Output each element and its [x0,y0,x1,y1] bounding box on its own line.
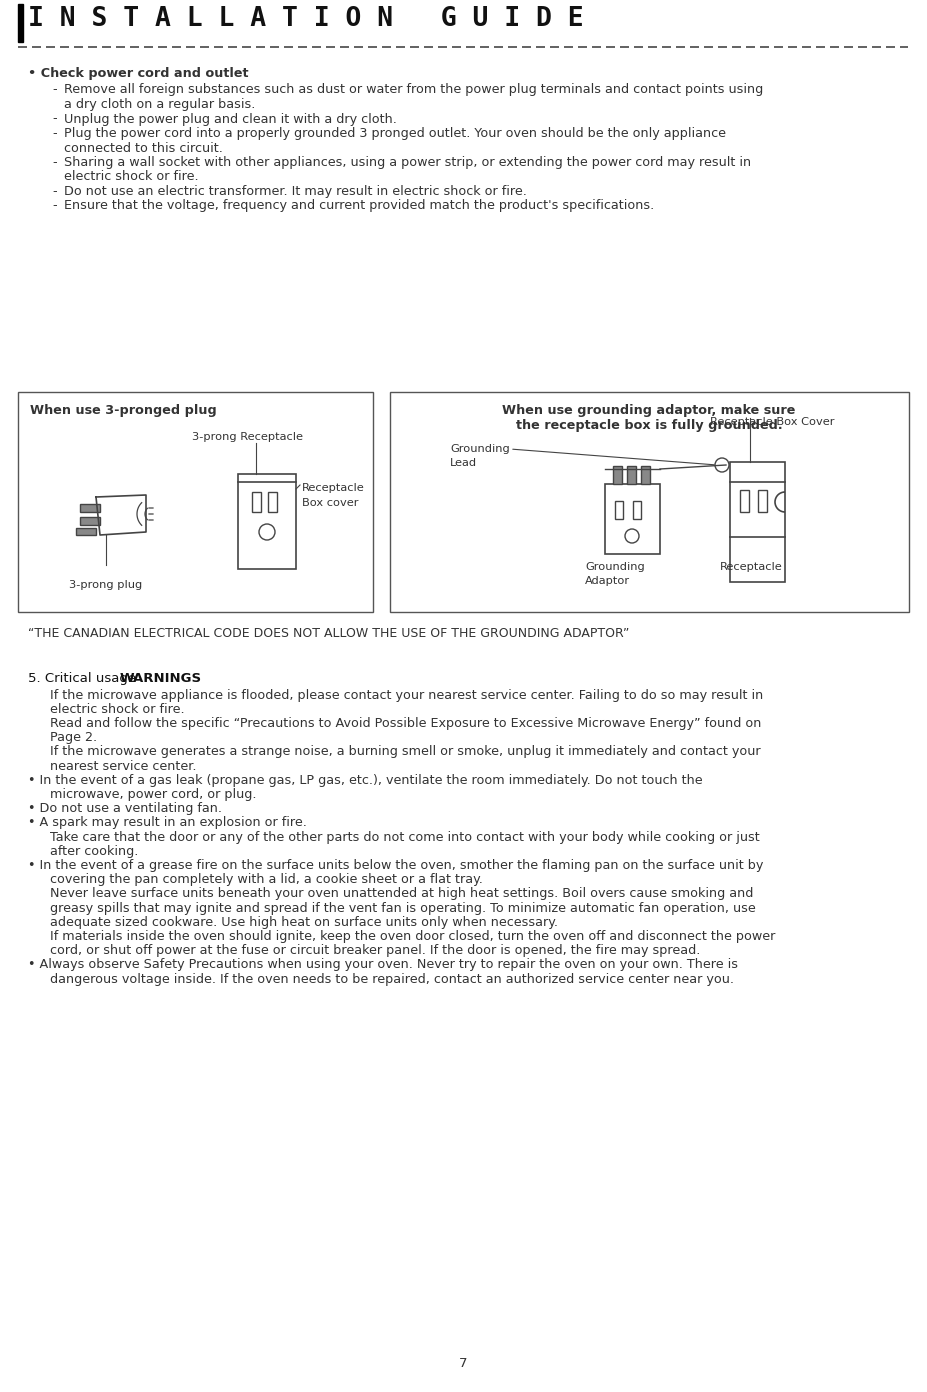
Bar [605,484,660,554]
Bar [740,490,749,512]
Text: Box cover: Box cover [302,497,359,508]
Bar [252,491,261,512]
Text: “THE CANADIAN ELECTRICAL CODE DOES NOT ALLOW THE USE OF THE GROUNDING ADAPTOR”: “THE CANADIAN ELECTRICAL CODE DOES NOT A… [28,626,629,640]
Text: WARNINGS: WARNINGS [120,672,202,685]
Text: after cooking.: after cooking. [50,845,138,857]
Text: nearest service center.: nearest service center. [50,760,197,773]
Text: Remove all foreign substances such as dust or water from the power plug terminal: Remove all foreign substances such as du… [64,84,763,96]
Text: -: - [52,113,57,125]
Text: 5. Critical usage: 5. Critical usage [28,672,140,685]
Text: the receptacle box is fully grounded.: the receptacle box is fully grounded. [515,419,782,432]
Text: Never leave surface units beneath your oven unattended at high heat settings. Bo: Never leave surface units beneath your o… [50,887,754,901]
Text: Read and follow the specific “Precautions to Avoid Possible Exposure to Excessiv: Read and follow the specific “Precaution… [50,717,761,729]
Bar [18,4,23,42]
Text: cord, or shut off power at the fuse or circuit breaker panel. If the door is ope: cord, or shut off power at the fuse or c… [50,944,701,958]
Text: • A spark may result in an explosion or fire.: • A spark may result in an explosion or … [28,816,307,830]
Bar [627,466,636,484]
Text: -: - [52,185,57,198]
Bar [613,466,622,484]
Text: When use 3-pronged plug: When use 3-pronged plug [30,404,217,418]
Text: -: - [52,84,57,96]
Bar [268,491,277,512]
Text: If the microwave appliance is flooded, please contact your nearest service cente: If the microwave appliance is flooded, p… [50,689,763,702]
Text: Page 2.: Page 2. [50,731,97,745]
Bar [18,393,373,612]
Text: • In the event of a gas leak (propane gas, LP gas, etc.), ventilate the room imm: • In the event of a gas leak (propane ga… [28,774,703,786]
Text: Unplug the power plug and clean it with a dry cloth.: Unplug the power plug and clean it with … [64,113,397,125]
Text: -: - [52,127,57,141]
Text: Receptacle Box Cover: Receptacle Box Cover [710,418,834,427]
Bar [238,475,296,569]
Text: -: - [52,199,57,213]
Bar [641,466,650,484]
Text: • Always observe Safety Precautions when using your oven. Never try to repair th: • Always observe Safety Precautions when… [28,958,738,972]
Text: connected to this circuit.: connected to this circuit. [64,142,222,155]
Bar [80,516,100,525]
Text: -: - [52,156,57,168]
Text: Receptacle: Receptacle [302,483,364,493]
Text: If the microwave generates a strange noise, a burning smell or smoke, unplug it : If the microwave generates a strange noi… [50,745,761,759]
Text: electric shock or fire.: electric shock or fire. [64,170,198,184]
Text: microwave, power cord, or plug.: microwave, power cord, or plug. [50,788,257,800]
Text: adequate sized cookware. Use high heat on surface units only when necessary.: adequate sized cookware. Use high heat o… [50,916,558,928]
Circle shape [715,458,729,472]
Text: Take care that the door or any of the other parts do not come into contact with : Take care that the door or any of the ot… [50,831,760,844]
Text: Adaptor: Adaptor [585,576,630,586]
Text: • In the event of a grease fire on the surface units below the oven, smother the: • In the event of a grease fire on the s… [28,859,763,871]
Text: Lead: Lead [450,458,477,469]
Bar [633,501,641,519]
Text: If materials inside the oven should ignite, keep the oven door closed, turn the : If materials inside the oven should igni… [50,930,775,942]
Text: 3-prong plug: 3-prong plug [70,580,143,590]
Text: covering the pan completely with a lid, a cookie sheet or a flat tray.: covering the pan completely with a lid, … [50,873,483,887]
Text: Grounding: Grounding [450,444,510,454]
Text: • Check power cord and outlet: • Check power cord and outlet [28,67,248,79]
Text: 7: 7 [459,1357,467,1370]
Text: When use grounding adaptor, make sure: When use grounding adaptor, make sure [502,404,795,418]
Bar [730,462,785,582]
Text: Sharing a wall socket with other appliances, using a power strip, or extending t: Sharing a wall socket with other applian… [64,156,751,168]
Text: Grounding: Grounding [585,562,645,572]
Circle shape [259,523,275,540]
Bar [80,504,100,512]
Circle shape [625,529,639,543]
Text: I N S T A L L A T I O N   G U I D E: I N S T A L L A T I O N G U I D E [28,6,584,32]
Bar [758,490,767,512]
Text: dangerous voltage inside. If the oven needs to be repaired, contact an authorize: dangerous voltage inside. If the oven ne… [50,973,734,986]
Text: electric shock or fire.: electric shock or fire. [50,703,184,715]
Text: greasy spills that may ignite and spread if the vent fan is operating. To minimi: greasy spills that may ignite and spread… [50,902,756,915]
Text: Do not use an electric transformer. It may result in electric shock or fire.: Do not use an electric transformer. It m… [64,185,527,198]
Text: a dry cloth on a regular basis.: a dry cloth on a regular basis. [64,97,255,111]
Text: • Do not use a ventilating fan.: • Do not use a ventilating fan. [28,802,222,816]
Bar [76,528,96,535]
Text: Plug the power cord into a properly grounded 3 pronged outlet. Your oven should : Plug the power cord into a properly grou… [64,127,726,141]
Bar [390,393,909,612]
Text: 3-prong Receptacle: 3-prong Receptacle [193,432,303,443]
Bar [615,501,623,519]
Text: Ensure that the voltage, frequency and current provided match the product's spec: Ensure that the voltage, frequency and c… [64,199,654,213]
Text: Receptacle: Receptacle [720,562,782,572]
